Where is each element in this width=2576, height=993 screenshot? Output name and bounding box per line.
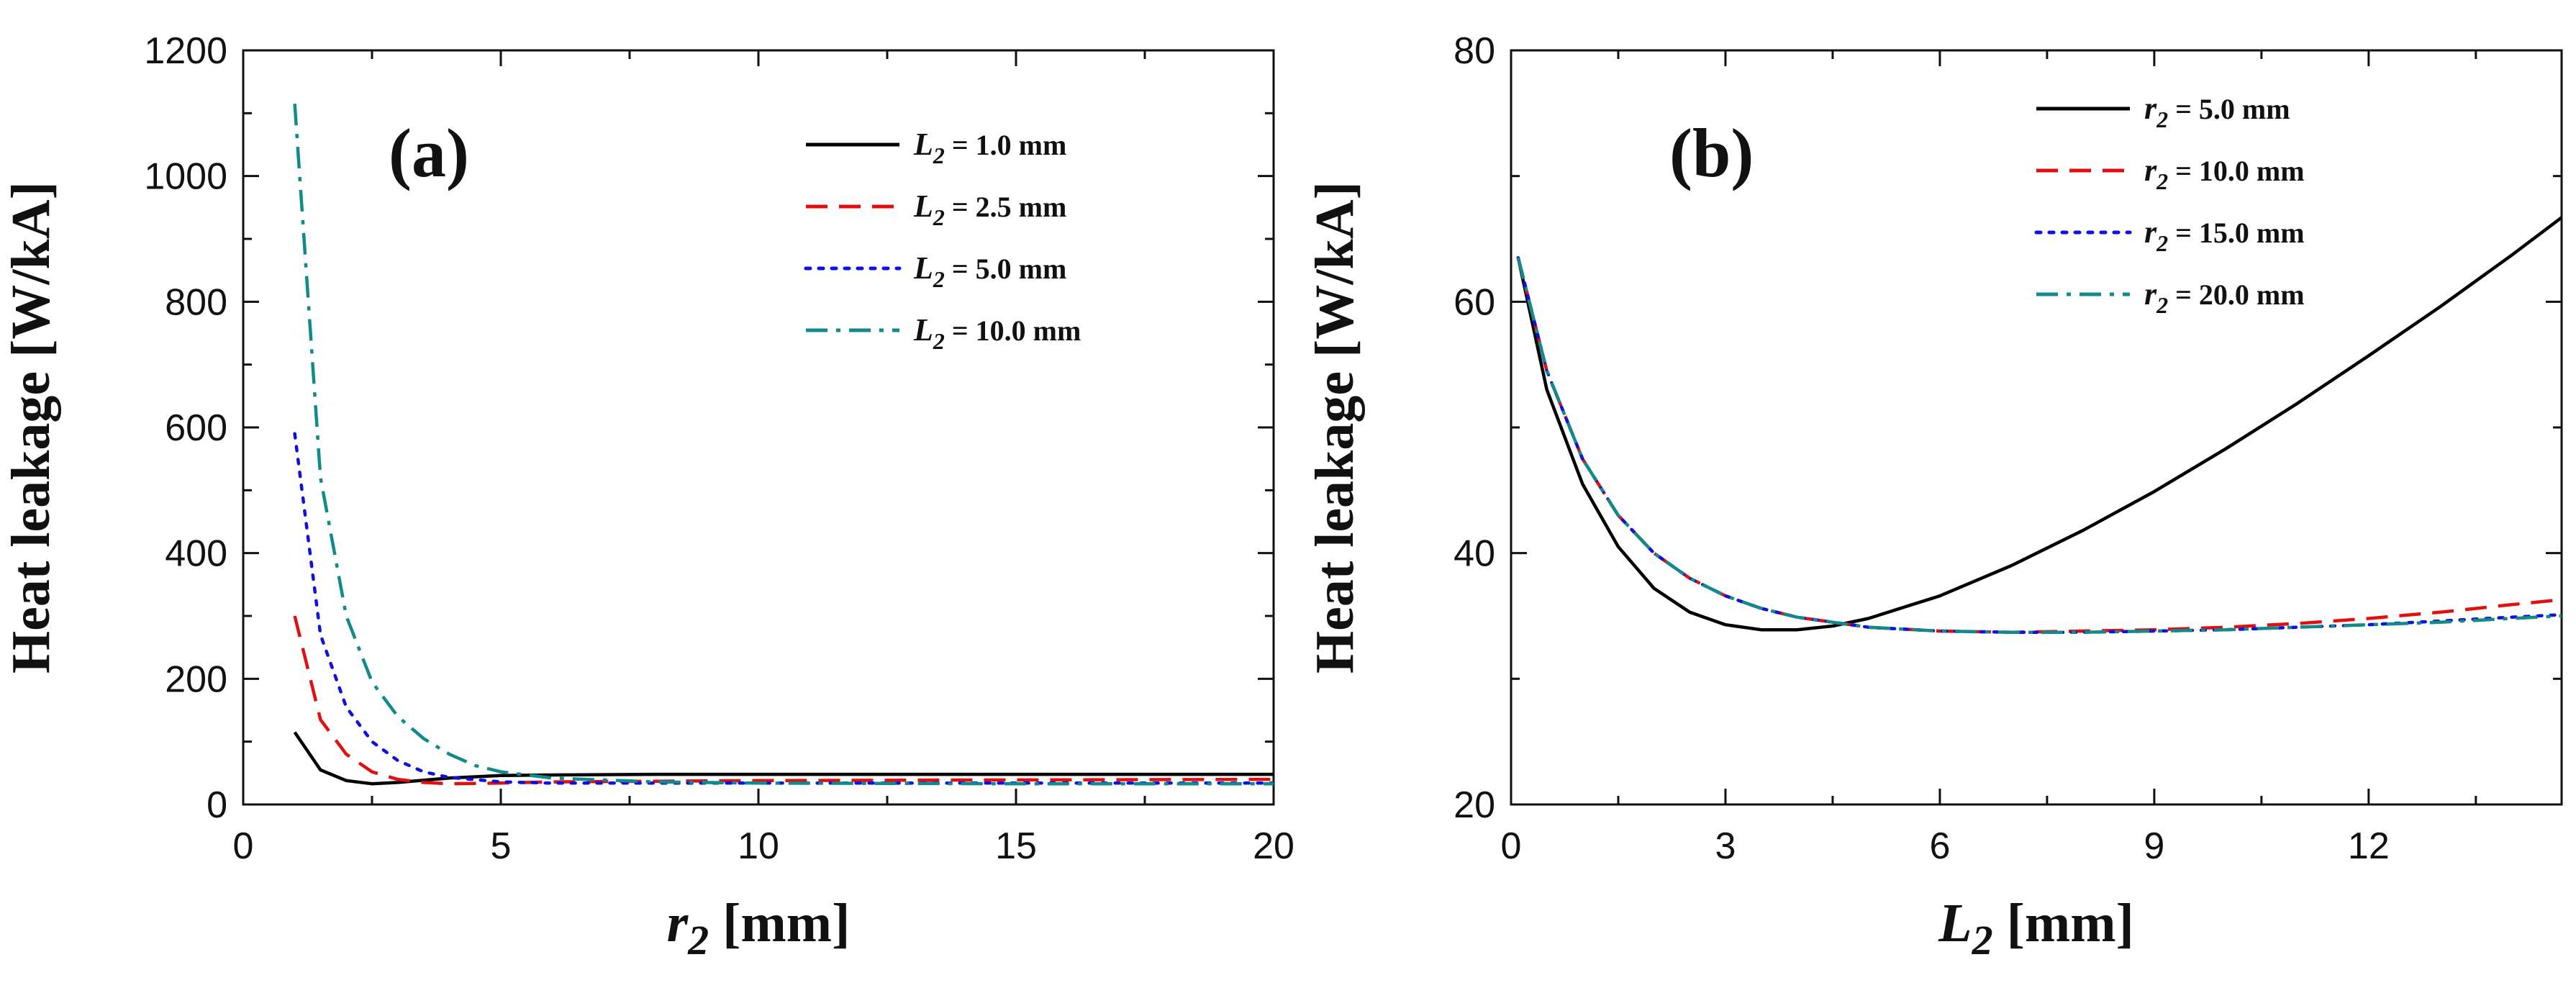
- chart-b-x-tick-label: 9: [2144, 825, 2164, 867]
- chart-a-x-tick-label: 0: [233, 825, 254, 867]
- chart-a-y-tick-label: 1000: [144, 156, 227, 198]
- chart-a-x-tick-label: 10: [738, 825, 779, 867]
- chart-a-series-line-4: [293, 104, 1274, 786]
- chart-b-x-axis-title: L2 [mm]: [1938, 893, 2134, 963]
- chart-a-x-tick-label: 15: [995, 825, 1037, 867]
- chart-a-legend-label-4: L2 = 10.0 mm: [913, 312, 1081, 354]
- chart-a-x-axis-title: r2 [mm]: [667, 893, 851, 963]
- chart-a-y-tick-label: 0: [207, 784, 227, 826]
- chart-a-y-tick-label: 800: [165, 281, 227, 323]
- chart-b-series-line-4: [1516, 257, 2562, 634]
- panel-b: 0 3 6 9 12 20 40 60 80 L2 [mm] Heat leakage [W/kA]…: [1305, 30, 2563, 963]
- chart-b-x-tick-label: 0: [1501, 825, 1522, 867]
- chart-b-x-tick-label: 12: [2348, 825, 2390, 867]
- chart-b-y-axis-title: Heat leakage [W/kA]: [1305, 181, 1365, 674]
- chart-a-x-tick-label: 20: [1253, 825, 1294, 867]
- chart-b-legend-label-3: r2 = 15.0 mm: [2144, 214, 2305, 256]
- chart-a-series-line-1: [293, 731, 1274, 786]
- chart-a-legend-label-3: L2 = 5.0 mm: [913, 250, 1066, 292]
- chart-b-y-tick-label: 60: [1453, 281, 1495, 323]
- chart-a-panel-label: (a): [389, 114, 469, 191]
- chart-b-panel-label: (b): [1669, 114, 1754, 191]
- chart-b-x-tick-label: 6: [1929, 825, 1950, 867]
- chart-a-legend-label-2: L2 = 2.5 mm: [913, 189, 1066, 230]
- chart-a-y-tick-label: 200: [165, 658, 227, 700]
- chart-b-y-tick-label: 40: [1453, 533, 1495, 575]
- chart-a-legend-label-1: L2 = 1.0 mm: [913, 127, 1066, 168]
- chart-b-legend-label-4: r2 = 20.0 mm: [2144, 276, 2305, 318]
- chart-a-y-tick-label: 1200: [144, 30, 227, 72]
- chart-b-x-tick-label: 3: [1715, 825, 1736, 867]
- chart-b-y-tick-label: 20: [1453, 784, 1495, 826]
- chart-b-y-tick-label: 80: [1453, 30, 1495, 72]
- chart-a-x-tick-label: 5: [491, 825, 512, 867]
- chart-a-y-tick-label: 600: [165, 407, 227, 449]
- chart-b-legend-label-1: r2 = 5.0 mm: [2144, 91, 2290, 132]
- chart-a-y-axis-title: Heat leakage [W/kA]: [1, 181, 61, 674]
- chart-a-series-line-2: [293, 615, 1274, 786]
- chart-b-series-line-1: [1516, 216, 2562, 632]
- chart-b-legend-label-2: r2 = 10.0 mm: [2144, 153, 2305, 194]
- chart-a-y-tick-label: 400: [165, 533, 227, 575]
